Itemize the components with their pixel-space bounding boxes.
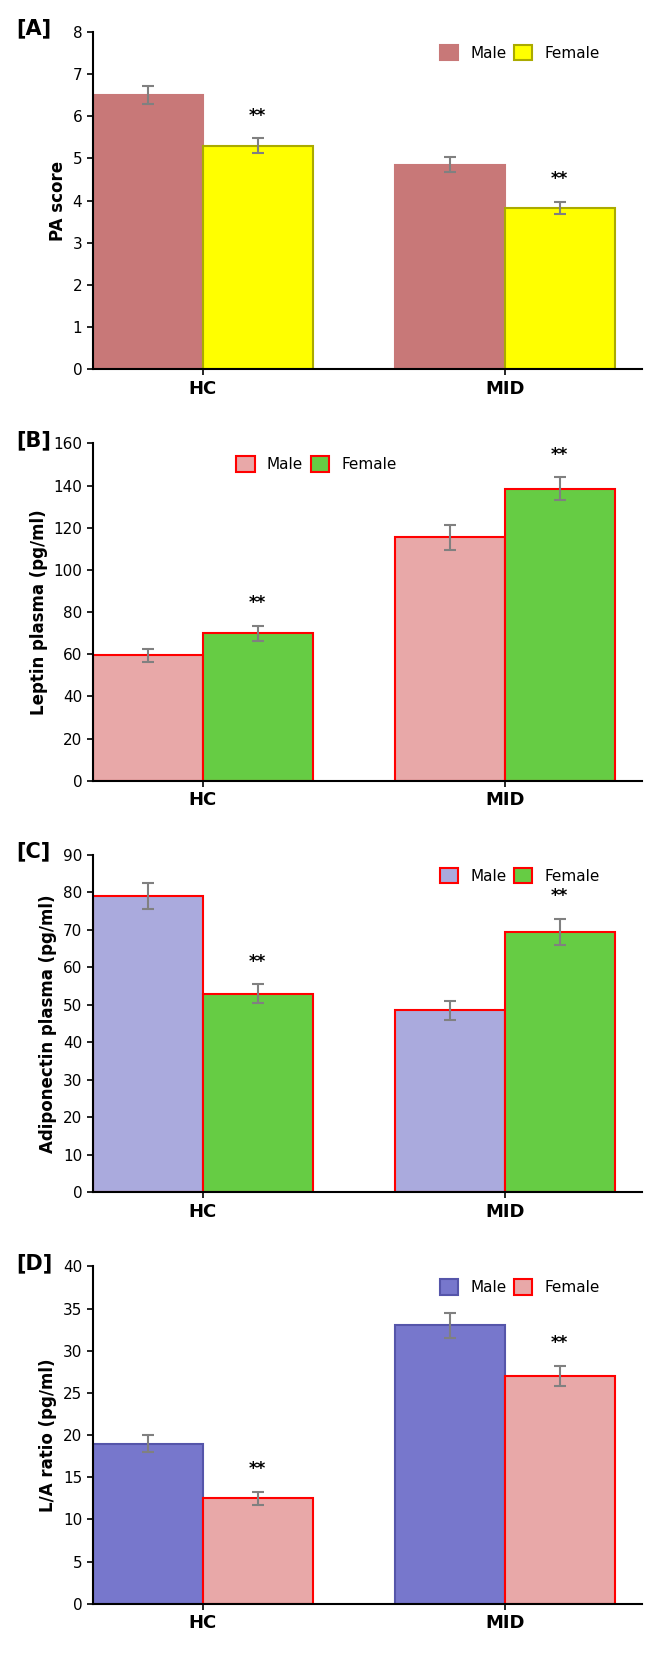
Legend: Male, Female: Male, Female bbox=[434, 38, 606, 66]
Text: **: ** bbox=[249, 595, 267, 612]
Bar bbox=[93, 96, 203, 369]
Bar bbox=[505, 489, 615, 780]
Text: **: ** bbox=[551, 446, 568, 463]
Text: [C]: [C] bbox=[16, 841, 50, 861]
Legend: Male, Female: Male, Female bbox=[230, 450, 402, 478]
Bar bbox=[505, 208, 615, 369]
Bar bbox=[203, 145, 312, 369]
Text: **: ** bbox=[249, 952, 267, 970]
Bar bbox=[93, 655, 203, 780]
Y-axis label: PA score: PA score bbox=[49, 160, 67, 241]
Text: **: ** bbox=[249, 107, 267, 124]
Text: [A]: [A] bbox=[16, 18, 51, 38]
Legend: Male, Female: Male, Female bbox=[434, 861, 606, 889]
Bar bbox=[203, 993, 312, 1192]
Y-axis label: Leptin plasma (pg/ml): Leptin plasma (pg/ml) bbox=[30, 509, 48, 714]
Bar bbox=[93, 896, 203, 1192]
Y-axis label: L/A ratio (pg/ml): L/A ratio (pg/ml) bbox=[39, 1359, 58, 1512]
Bar bbox=[505, 932, 615, 1192]
Bar bbox=[93, 1443, 203, 1603]
Bar bbox=[395, 165, 505, 369]
Text: **: ** bbox=[551, 170, 568, 188]
Bar bbox=[395, 1010, 505, 1192]
Y-axis label: Adiponectin plasma (pg/ml): Adiponectin plasma (pg/ml) bbox=[39, 894, 58, 1152]
Bar bbox=[395, 537, 505, 780]
Bar bbox=[505, 1375, 615, 1603]
Bar bbox=[395, 1326, 505, 1603]
Text: **: ** bbox=[551, 1334, 568, 1352]
Legend: Male, Female: Male, Female bbox=[434, 1273, 606, 1301]
Text: **: ** bbox=[551, 888, 568, 906]
Bar bbox=[203, 633, 312, 780]
Text: [D]: [D] bbox=[16, 1253, 52, 1273]
Bar bbox=[203, 1498, 312, 1603]
Text: **: ** bbox=[249, 1460, 267, 1478]
Text: [B]: [B] bbox=[16, 430, 51, 450]
